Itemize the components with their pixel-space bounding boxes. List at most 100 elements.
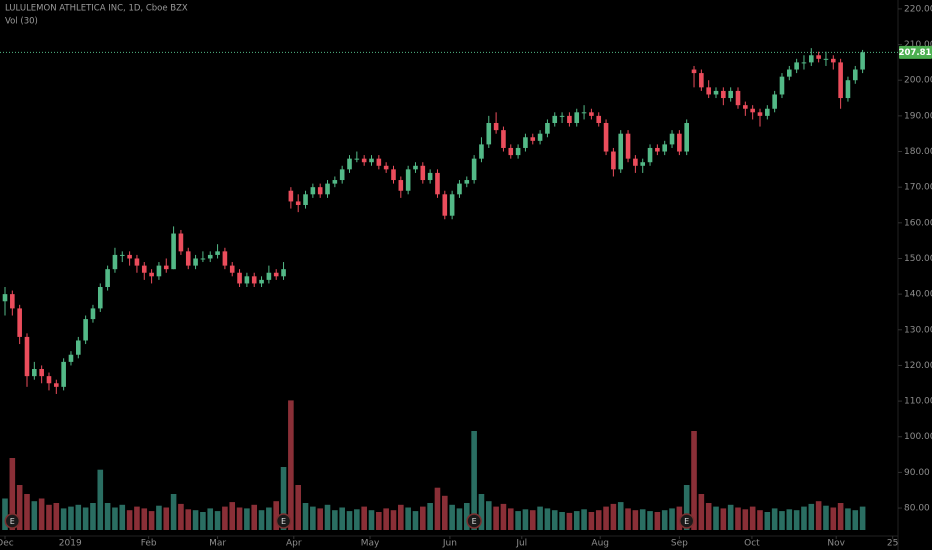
candle-body xyxy=(90,308,96,320)
candle-body xyxy=(105,269,110,288)
candle-body xyxy=(611,151,616,170)
candle-body xyxy=(852,69,858,81)
volume-bar xyxy=(38,498,45,530)
candle-body xyxy=(251,276,257,284)
candle-body xyxy=(757,112,763,116)
volume-bar xyxy=(537,506,543,530)
chart-title: LULULEMON ATHLETICA INC, 1D, Cboe BZX xyxy=(5,4,188,14)
candle-body xyxy=(523,137,528,148)
candle-body xyxy=(545,123,550,134)
y-tick-label: 90.00 xyxy=(904,468,930,478)
candle-body xyxy=(501,130,506,148)
volume-bar xyxy=(207,508,214,530)
volume-bar xyxy=(2,498,8,530)
candle-body xyxy=(735,90,741,106)
volume-bar xyxy=(603,506,609,530)
volume-bar xyxy=(757,510,763,530)
volume-bar xyxy=(222,506,228,530)
candle-body xyxy=(794,62,799,70)
volume-bar xyxy=(97,469,104,530)
volume-bar xyxy=(192,510,199,530)
volume-bar xyxy=(266,507,272,530)
x-tick-label: Jul xyxy=(515,539,527,549)
volume-bar xyxy=(859,506,866,530)
candle-body xyxy=(303,194,308,206)
candle-body xyxy=(420,165,426,181)
candle-body xyxy=(662,144,667,152)
x-tick-label: May xyxy=(361,539,380,549)
volume-label: Vol (30) xyxy=(5,17,38,27)
candle-body xyxy=(266,272,272,280)
volume-bar xyxy=(200,512,206,530)
volume-bar xyxy=(573,511,580,530)
candle-body xyxy=(493,123,499,131)
candle-body xyxy=(46,376,52,384)
candle-body xyxy=(508,147,514,156)
volume-bar xyxy=(317,508,323,530)
volume-bar xyxy=(112,507,118,530)
last-price-box xyxy=(899,45,932,59)
candle-body xyxy=(383,165,389,170)
candle-body xyxy=(413,165,418,170)
y-tick-label: 100.00 xyxy=(904,432,932,442)
candle-body xyxy=(464,180,470,184)
candle-body xyxy=(625,133,631,159)
volume-bar xyxy=(53,503,60,530)
y-tick-label: 220.00 xyxy=(904,4,932,14)
volume-bar xyxy=(823,505,829,530)
candle-body xyxy=(647,147,653,163)
candle-body xyxy=(398,180,404,191)
candle-body xyxy=(706,87,711,95)
candle-body xyxy=(83,319,88,341)
volume-bar xyxy=(295,485,301,530)
x-tick-label: Nov xyxy=(827,539,845,549)
candle-body xyxy=(471,158,477,181)
volume-bar xyxy=(75,504,82,530)
volume-bar xyxy=(442,495,448,530)
volume-bar xyxy=(126,510,133,530)
candle-body xyxy=(596,115,602,124)
volume-bar xyxy=(793,510,800,530)
candle-body xyxy=(655,147,660,152)
volume-bar xyxy=(244,508,250,530)
volume-bar xyxy=(170,494,177,530)
volume-bar xyxy=(398,504,404,530)
candle-body xyxy=(809,55,814,63)
earnings-label: E xyxy=(10,517,15,526)
volume-bar xyxy=(376,512,382,530)
candle-body xyxy=(354,158,360,160)
candle-body xyxy=(728,90,733,99)
volume-bar xyxy=(742,509,749,530)
candle-body xyxy=(816,55,821,59)
candle-body xyxy=(830,58,836,63)
earnings-marker xyxy=(678,513,695,529)
candle-body xyxy=(112,254,118,270)
volume-bar xyxy=(156,505,162,530)
y-tick-label: 120.00 xyxy=(904,361,932,371)
candle-body xyxy=(801,62,807,64)
candle-body xyxy=(435,172,440,195)
volume-bar xyxy=(676,506,683,530)
x-tick-label: Feb xyxy=(141,539,157,549)
volume-bar xyxy=(720,508,727,530)
volume-bar xyxy=(683,485,690,530)
candle-body xyxy=(479,144,484,159)
candle-body xyxy=(750,108,755,113)
volume-bar xyxy=(134,506,140,530)
volume-bar xyxy=(383,508,389,530)
candle-body xyxy=(574,112,580,124)
candle-body xyxy=(721,90,726,99)
candle-body xyxy=(310,187,316,195)
candle-body xyxy=(486,123,492,145)
y-tick-label: 80.00 xyxy=(904,504,930,514)
y-tick-label: 210.00 xyxy=(904,40,932,50)
volume-bar xyxy=(31,501,38,530)
volume-bar xyxy=(346,511,353,530)
candle-body xyxy=(457,183,462,195)
x-tick-label: Oct xyxy=(744,539,760,549)
candle-body xyxy=(589,112,594,116)
volume-bar xyxy=(661,510,668,530)
x-tick-label: Aug xyxy=(591,539,609,549)
candle-body xyxy=(603,123,609,152)
volume-bar xyxy=(764,512,771,530)
